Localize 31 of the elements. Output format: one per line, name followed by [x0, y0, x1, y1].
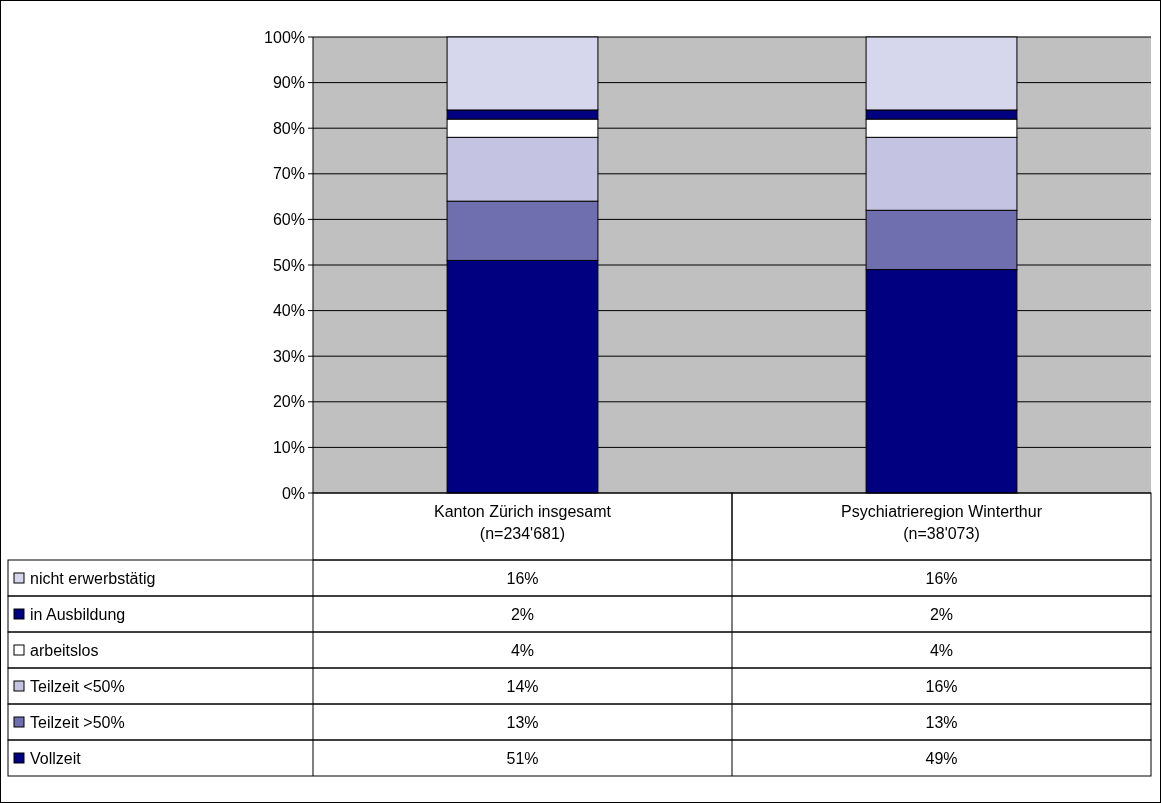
y-tick-label: 60% [272, 211, 305, 228]
legend-label: Vollzeit [30, 750, 82, 767]
x-tick-label: Kanton Zürich insgesamt (n=234'681) [434, 503, 612, 542]
y-tick-label: 50% [272, 256, 305, 274]
data-label: 2% [929, 606, 954, 623]
data-label: 4% [510, 642, 535, 659]
y-tick-label: 10% [272, 439, 305, 456]
legend-label: nicht erwerbstätig [30, 570, 156, 587]
y-tick-label: 80% [272, 119, 305, 137]
data-label: 49% [925, 750, 958, 767]
data-label: 13% [506, 714, 539, 731]
legend-label: Teilzeit <50% [30, 678, 125, 695]
data-label: 13% [925, 714, 958, 731]
data-label: 4% [929, 642, 954, 659]
y-tick-label: 90% [272, 74, 305, 92]
y-tick-label: 70% [272, 165, 305, 183]
legend-label: arbeitslos [30, 642, 99, 659]
y-tick-label: 20% [272, 393, 305, 411]
y-tick-label: 30% [272, 347, 305, 365]
data-label: 16% [925, 570, 958, 587]
data-label: 51% [506, 750, 539, 767]
data-label: 14% [506, 678, 539, 695]
y-tick-label: 40% [272, 302, 305, 320]
legend-label: Teilzeit >50% [30, 714, 125, 731]
data-label: 16% [506, 570, 539, 587]
y-tick-label: 0% [281, 484, 305, 502]
y-tick-label: 100% [264, 28, 305, 46]
data-label: 2% [510, 606, 535, 623]
legend-label: in Ausbildung [30, 606, 126, 623]
data-label: 16% [925, 678, 958, 695]
x-tick-label: Psychiatrieregion Winterthur (n=38'073) [841, 503, 1043, 542]
